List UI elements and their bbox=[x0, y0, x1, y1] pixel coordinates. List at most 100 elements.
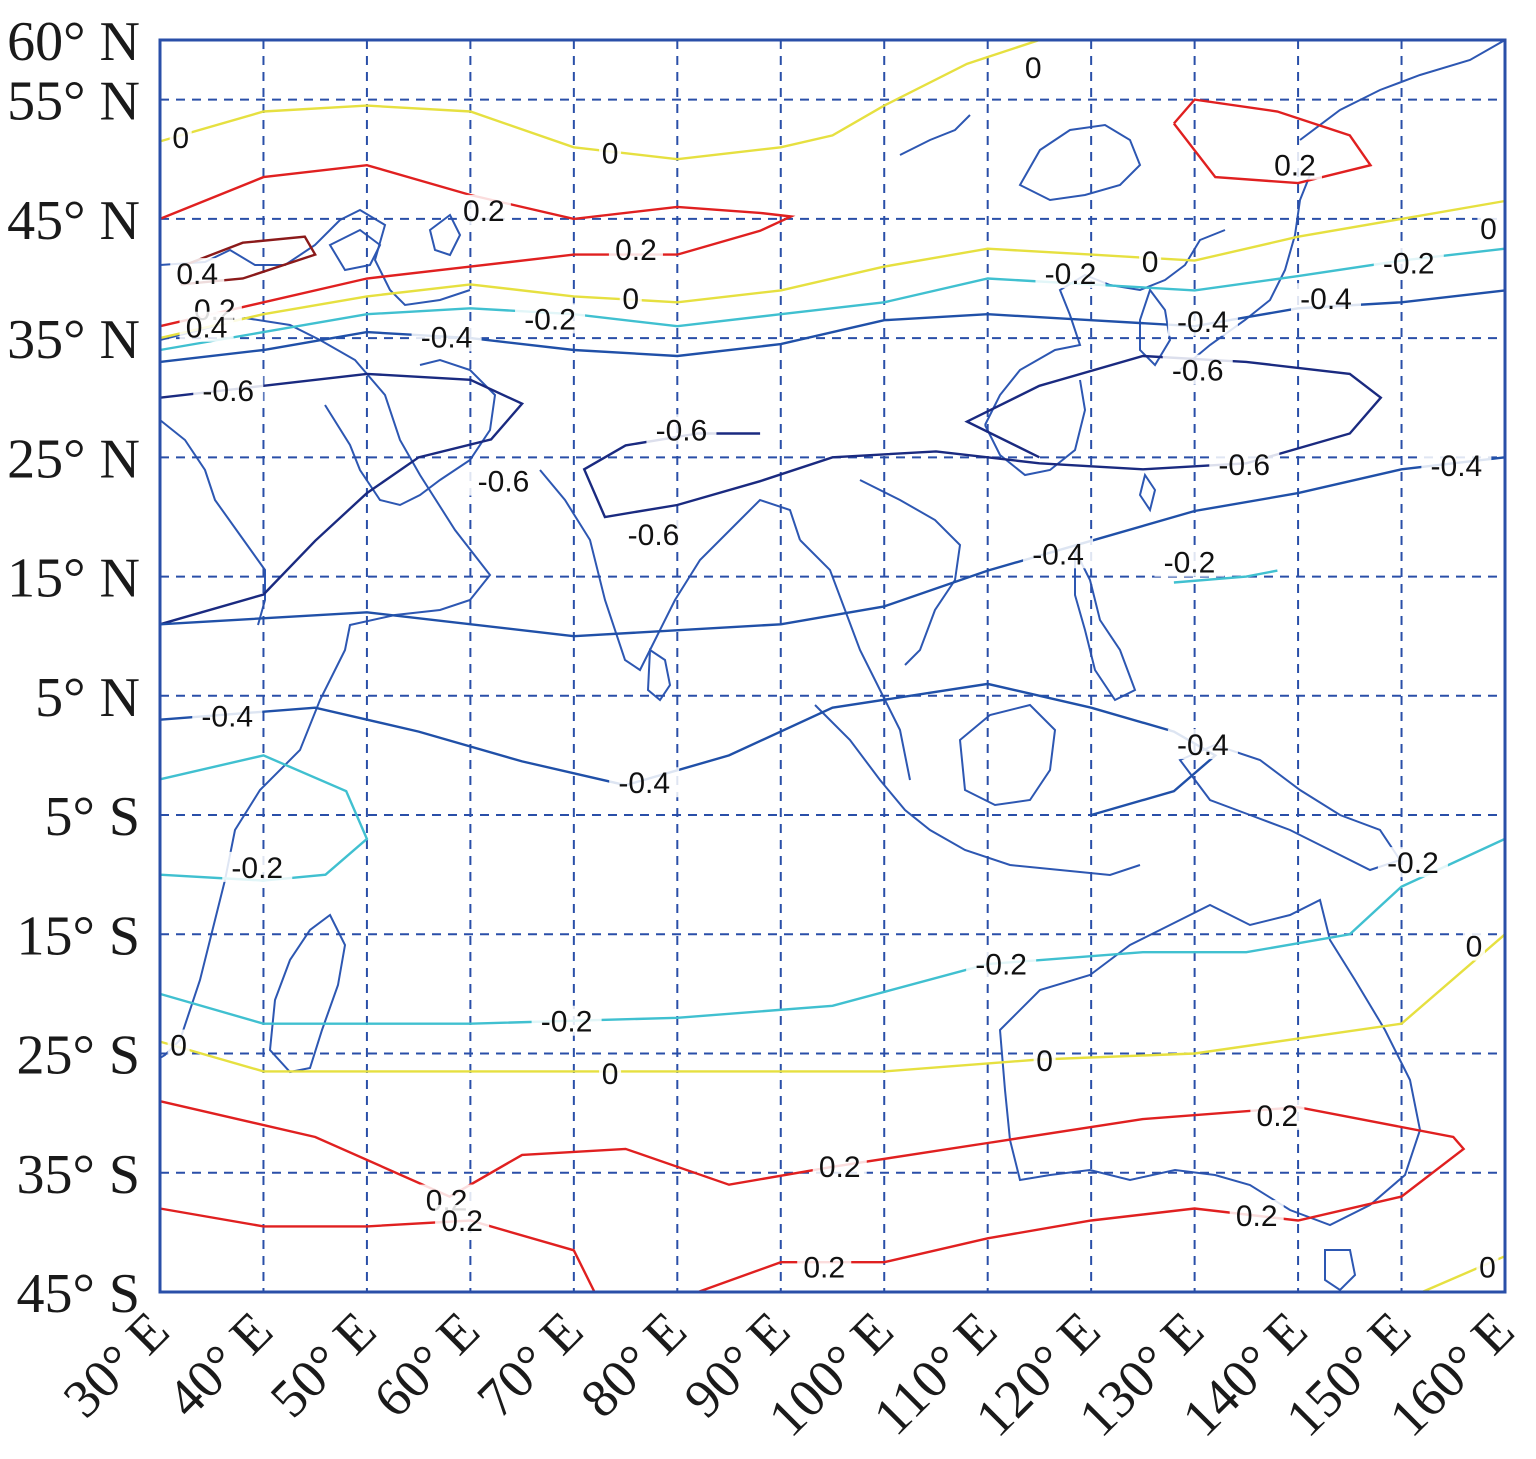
contour-label: -0.2 bbox=[231, 852, 283, 885]
contour-label-backdrop bbox=[170, 258, 225, 289]
contour-label-backdrop bbox=[1167, 305, 1238, 336]
contour-label-backdrop bbox=[167, 1029, 190, 1060]
contour-label: 0 bbox=[1142, 246, 1159, 279]
contour-label-backdrop bbox=[1291, 283, 1362, 314]
contour-label-backdrop bbox=[797, 1251, 852, 1282]
latitude-label: 5° S bbox=[44, 786, 140, 848]
latitude-label: 55° N bbox=[7, 71, 140, 133]
contour-label-backdrop bbox=[456, 194, 511, 225]
contour-label-backdrop bbox=[966, 948, 1037, 979]
contour-label: 0 bbox=[602, 1058, 619, 1091]
coastline-north-east bbox=[1299, 39, 1506, 141]
latitude-label: 15° N bbox=[7, 548, 140, 610]
contour-line bbox=[1172, 98, 1373, 185]
longitude-label: 80° E bbox=[569, 1300, 698, 1429]
contour-label-backdrop bbox=[531, 1005, 602, 1036]
contour-label: -0.2 bbox=[1387, 847, 1439, 880]
contour-label: -0.6 bbox=[656, 414, 708, 447]
contour-label-backdrop bbox=[222, 851, 293, 882]
contour-line bbox=[159, 1100, 1466, 1294]
contour-line bbox=[1173, 569, 1278, 584]
contour-label: 0.2 bbox=[615, 234, 657, 267]
coastline-africa bbox=[159, 316, 492, 1059]
contour-label-backdrop bbox=[1250, 1099, 1305, 1130]
contour-line bbox=[582, 354, 1383, 519]
contour-label-backdrop bbox=[1421, 450, 1492, 481]
contour-line bbox=[159, 456, 1506, 638]
contour-label: 0 bbox=[172, 122, 189, 155]
contour-label: -0.4 bbox=[201, 700, 253, 733]
longitude-label: 60° E bbox=[362, 1300, 491, 1429]
coastline-sumatra bbox=[814, 704, 1141, 877]
contour-label: -0.4 bbox=[618, 767, 670, 800]
contour-label-backdrop bbox=[1229, 1200, 1284, 1231]
contour-label-backdrop bbox=[1022, 51, 1045, 82]
longitude-label: 50° E bbox=[259, 1300, 388, 1429]
contour-label: 0.2 bbox=[1274, 150, 1316, 183]
graticule bbox=[160, 40, 1505, 1292]
contour-label: -0.6 bbox=[1172, 355, 1224, 388]
contour-label: -0.4 bbox=[1032, 538, 1084, 571]
coastline-caspian bbox=[428, 213, 462, 257]
latitude-label: 60° N bbox=[7, 11, 140, 73]
contour-line bbox=[159, 933, 1506, 1073]
contour-line bbox=[159, 38, 1040, 161]
coastline-china-south bbox=[984, 379, 1087, 477]
contour-line bbox=[159, 837, 1506, 1025]
contour-label-backdrop bbox=[1139, 246, 1162, 277]
contour-label: 0 bbox=[602, 138, 619, 171]
coastline-arabia bbox=[324, 358, 497, 507]
latitude-label: 45° S bbox=[16, 1263, 140, 1325]
contour-label: -0.6 bbox=[628, 519, 680, 552]
contour-label-backdrop bbox=[1167, 729, 1238, 760]
contour-label-backdrop bbox=[1162, 354, 1233, 385]
coastline-japan bbox=[1179, 174, 1311, 371]
contour-label-backdrop bbox=[1377, 847, 1448, 878]
contour-label: 0 bbox=[1025, 52, 1042, 85]
contour-label-backdrop bbox=[179, 311, 234, 342]
contour-label-backdrop bbox=[1267, 149, 1322, 180]
contour-label: -0.2 bbox=[1045, 258, 1097, 291]
contour-label-backdrop bbox=[619, 283, 642, 314]
contour-label-backdrop bbox=[1209, 448, 1280, 479]
coastline-mongolia bbox=[1018, 123, 1142, 202]
contour-label-backdrop bbox=[193, 374, 264, 405]
contour-label: 0.4 bbox=[176, 258, 218, 291]
contour-label: 0.2 bbox=[1236, 1200, 1278, 1233]
contour-label-backdrop bbox=[599, 1058, 622, 1089]
contour-label: -0.4 bbox=[1177, 306, 1229, 339]
contour-label: 0.4 bbox=[186, 312, 228, 345]
contour-label: 0 bbox=[1479, 1251, 1496, 1284]
contour-label-backdrop bbox=[1477, 212, 1500, 243]
coastline-black-sea bbox=[328, 228, 382, 272]
coastline-philippines bbox=[1074, 549, 1137, 702]
coastline-madagascar bbox=[268, 913, 347, 1074]
latitude-label: 35° S bbox=[16, 1144, 140, 1206]
coastline-india bbox=[539, 469, 801, 672]
contour-label: -0.4 bbox=[421, 321, 473, 354]
contour-line bbox=[159, 163, 796, 328]
contour-label-backdrop bbox=[169, 122, 192, 153]
map-frame bbox=[158, 38, 1507, 1294]
latitude-label: 35° N bbox=[7, 309, 140, 371]
contour-line bbox=[159, 247, 1506, 352]
contour-label-backdrop bbox=[646, 414, 717, 445]
contour-label-backdrop bbox=[599, 137, 622, 168]
contour-label-backdrop bbox=[1154, 546, 1225, 577]
contour-label-backdrop bbox=[1373, 247, 1444, 278]
latitude-label: 25° S bbox=[16, 1025, 140, 1087]
contour-label: 0.2 bbox=[441, 1205, 483, 1238]
contour-line bbox=[180, 235, 317, 286]
latitude-label: 25° N bbox=[7, 428, 140, 490]
contour-label-backdrop bbox=[435, 1204, 490, 1235]
contour-label: -0.4 bbox=[1431, 450, 1483, 483]
contour-label-backdrop bbox=[1476, 1251, 1499, 1282]
contour-label: -0.4 bbox=[1300, 283, 1352, 316]
contour-label: -0.2 bbox=[1383, 247, 1435, 280]
coastline-sri-lanka bbox=[646, 648, 672, 702]
contour-labels: 0 0 0 0.2 0.2 0.4 0.2 0 -0.2 -0.4 0.4 -0.6 -0.2 0 0.2 0… bbox=[167, 51, 1500, 1284]
contour-label-backdrop bbox=[1033, 1045, 1056, 1076]
coastline-taiwan bbox=[1138, 472, 1157, 513]
contour-label-backdrop bbox=[411, 321, 482, 352]
coastline-new-guinea bbox=[1178, 743, 1402, 872]
